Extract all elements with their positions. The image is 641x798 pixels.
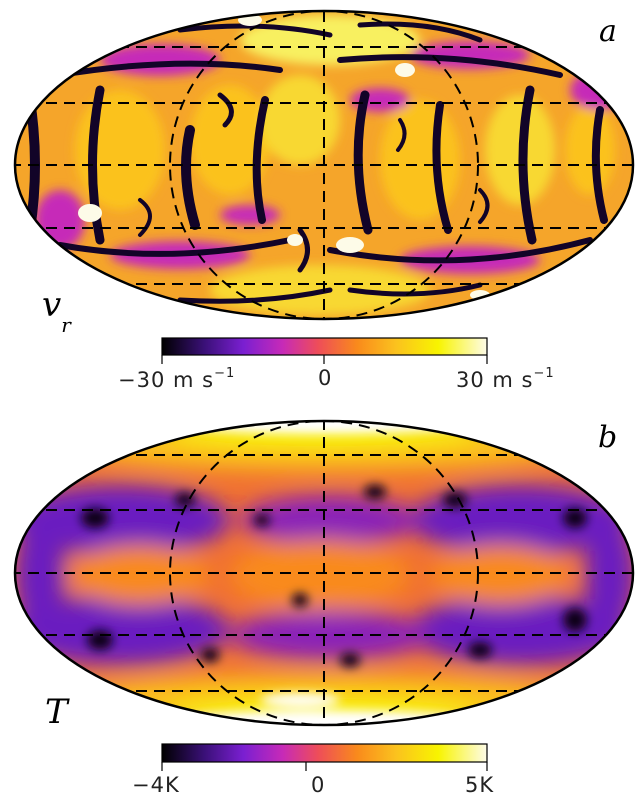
colorbar-b-min-label: −4K — [132, 773, 180, 797]
variable-subscript-r: r — [61, 312, 71, 337]
panel-b-letter: b — [598, 420, 618, 455]
panel-a-letter: a — [599, 14, 617, 49]
map-b — [13, 419, 635, 727]
colorbar-a — [161, 337, 488, 364]
panel-a-variable: vr — [42, 285, 71, 337]
colorbar-a-zero-label: 0 — [318, 366, 333, 390]
map-a — [13, 9, 635, 321]
colorbar-b-max-label: 5K — [465, 773, 495, 797]
variable-symbol-vr: v — [42, 285, 62, 325]
colorbar-b-zero-label: 0 — [311, 773, 326, 797]
colorbar-b — [161, 743, 488, 771]
colorbar-a-min-label: −30 m s−1 — [118, 366, 236, 392]
panel-b-variable: T — [45, 692, 68, 732]
colorbar-a-max-label: 30 m s−1 — [456, 366, 555, 392]
